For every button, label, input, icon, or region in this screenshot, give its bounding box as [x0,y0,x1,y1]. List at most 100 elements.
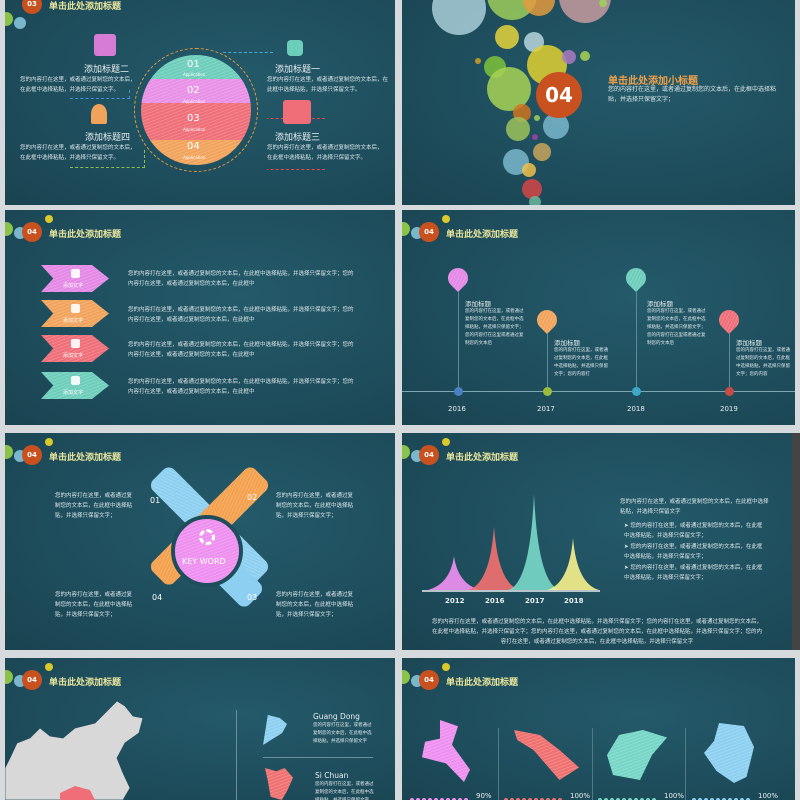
peak-label: 2012 [445,597,465,605]
person-icon [622,798,626,800]
person-icon [634,798,638,800]
timeline-dot [632,387,641,396]
person-icon [740,798,744,800]
connector-line [223,52,273,53]
section-badge: 03 [22,0,42,14]
peak-2012 [428,556,480,590]
divider [592,728,593,800]
person-icon [428,798,432,800]
person-icon [458,798,462,800]
section-badge: 04 [22,670,42,690]
bubble [506,117,530,141]
slide-title: 单击此处添加标题 [49,2,122,12]
computer-icon [283,100,311,124]
bullet-item: ➤ 您的内容打在这里，或者通过复制您的文本后，在此框中选择粘贴，并选择只保留文字… [624,544,763,560]
person-icon [604,798,608,800]
chart-intro: 您的内容打在这里，或者通过复制您的文本后，在此框中选择粘贴，并选择只保留文字 [620,499,769,515]
slide-2[interactable]: 04 单击此处添加小标题 您的内容打在这里，或者通过复制您的文本后，在此框中选择… [402,0,795,205]
bubble [532,134,538,140]
person-icon [704,798,708,800]
arrow-label: 添加文字 [63,353,84,359]
slide-1[interactable]: 03 单击此处添加标题 01 Application 02 Application… [5,0,395,205]
dashed-ring [134,48,258,172]
event-title: 添加标题 [465,300,491,308]
person-icon [516,798,520,800]
person-icon [692,798,696,800]
item-body: 您的内容打在这里，或者通过复制您的文本后，在此框中选择粘贴，并选择只保留文字。 [267,145,383,161]
section-badge: 04 [22,222,42,242]
arrow-label: 添加文字 [63,318,84,324]
bullet-item: ➤ 您的内容打在这里，或者通过复制您的文本后，在此框中选择粘贴，并选择只保留文字… [624,565,763,581]
person-icon [504,798,508,800]
number: 04 [152,593,163,602]
timeline-year: 2016 [448,405,466,413]
timeline-stem [729,334,730,387]
peak-chart [422,494,600,592]
person-icon [628,798,632,800]
arrow-label: 添加文字 [63,283,84,289]
person-icon [716,798,720,800]
keyword-circle [171,515,243,587]
arrow-item: 添加文字 [41,265,109,292]
connector-line [70,90,130,99]
person-icon [440,798,444,800]
peak-label: 2017 [525,597,545,605]
phone-icon [532,305,562,335]
timeline-stem [458,292,459,387]
slide-title: 单击此处添加标题 [49,453,122,463]
person-icon [510,798,514,800]
section-badge: 04 [419,222,439,242]
quadrant-text: 您的内容打在这里，或者通过复制您的文本后，在此框中选择粘贴，并选择只保留文字； [276,493,354,519]
band-label: Application [183,72,206,77]
arrow-body: 您的内容打在这里，或者通过复制您的文本后，在此框中选择粘贴，并选择只保留文字；您… [128,379,354,395]
arrow-body: 您的内容打在这里，或者通过复制您的文本后，在此框中选择粘贴，并选择只保留文字；您… [128,271,354,287]
section-badge: 04 [22,445,42,465]
person-icon [528,798,532,800]
province-shape [422,720,470,782]
region-body: 您的内容打在这里，或者通过复制您的文本后，在此框中选择粘贴，并选择只保留文字 [313,723,372,744]
slide-5[interactable]: 04 单击此处添加标题 KEY WORD 01 02 03 04 您的内容打在这里… [5,433,395,650]
sichuan-shape [265,768,293,800]
divider [236,710,237,800]
arrow-item: 添加文字 [41,335,109,362]
person-icon [416,798,420,800]
scrollbar[interactable] [792,433,800,650]
china-map [5,700,144,800]
arrow-body: 您的内容打在这里，或者通过复制您的文本后，在此框中选择粘贴，并选择只保留文字；您… [128,307,354,323]
person-icon [540,798,544,800]
bubble [533,143,551,161]
arrow-item: 添加文字 [41,372,109,399]
bubble [495,25,519,49]
bubble [559,0,611,23]
person-icon [434,798,438,800]
guangdong-shape [263,715,287,745]
item-body: 您的内容打在这里，或者通过复制您的文本后，在此框中选择粘贴，并选择只保留文字。 [20,145,136,161]
item-title: 添加标题三 [275,133,321,143]
slide-8[interactable]: 04 单击此处添加标题 90% 100% 100% 100% [402,658,795,800]
slide-title: 单击此处添加标题 [446,678,519,688]
timeline-stem [636,292,637,387]
person-icon [652,798,656,800]
event-body: 您的内容打在这里，或者通过复制您的文本后，在此框中选择粘贴，并选择只保留文字；您… [647,309,706,346]
peak-2018 [547,538,599,590]
slide-7[interactable]: 04 单击此处添加标题 Guang Dong 您的内容打在这里，或者通过复制您的文… [5,658,395,800]
person-icon [452,798,456,800]
people-icon-row: 90% [410,792,492,800]
slide-6[interactable]: 04 单击此处添加标题 2012 2016 2017 2018 您的内容打在这里，或者通… [402,433,792,650]
item-body: 您的内容打在这里，或者通过复制您的文本后，在此框中选择粘贴，并选择只保留文字。 [20,77,136,93]
slide-4[interactable]: 04 单击此处添加标题 2016 添加标题 您的内容打在这里，或者通过复制您的文本… [402,210,795,425]
gear-icon [199,529,215,545]
province-shape [704,723,754,783]
band-label: Application [183,99,206,104]
timeline-axis [402,391,795,392]
slide-3[interactable]: 04 单击此处添加标题 添加文字 添加文字 添加文字 添加文字 您的内容打在这里，… [5,210,395,425]
event-body: 您的内容打在这里，或者通过复制您的文本后，在此框中选择粘贴，并选择只保留文字；您… [465,309,524,346]
person-icon [722,798,726,800]
decor-circle [5,12,13,26]
slide-title: 单击此处添加标题 [49,230,122,240]
section-badge: 04 [536,72,582,118]
quadrant-text: 您的内容打在这里，或者通过复制您的文本后，在此框中选择粘贴，并选择只保留文字； [55,493,133,519]
arrow-item: 添加文字 [41,300,109,327]
people-icon-row: 100% [598,792,684,800]
monitor-icon [71,339,80,348]
